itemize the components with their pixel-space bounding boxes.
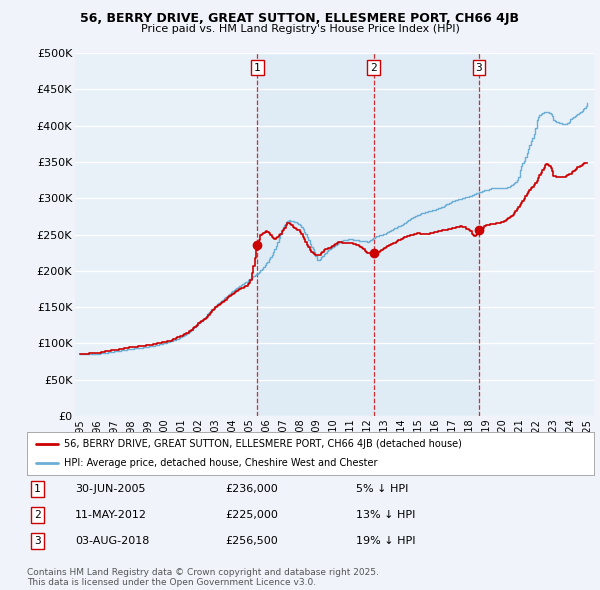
- Text: 5% ↓ HPI: 5% ↓ HPI: [356, 484, 408, 494]
- Text: 03-AUG-2018: 03-AUG-2018: [75, 536, 149, 546]
- Text: 2: 2: [34, 510, 41, 520]
- Text: Price paid vs. HM Land Registry's House Price Index (HPI): Price paid vs. HM Land Registry's House …: [140, 24, 460, 34]
- Text: £225,000: £225,000: [226, 510, 278, 520]
- Text: £236,000: £236,000: [226, 484, 278, 494]
- Text: 13% ↓ HPI: 13% ↓ HPI: [356, 510, 415, 520]
- Text: HPI: Average price, detached house, Cheshire West and Chester: HPI: Average price, detached house, Ches…: [64, 458, 377, 468]
- Text: 1: 1: [34, 484, 41, 494]
- Text: £256,500: £256,500: [226, 536, 278, 546]
- Text: 56, BERRY DRIVE, GREAT SUTTON, ELLESMERE PORT, CH66 4JB: 56, BERRY DRIVE, GREAT SUTTON, ELLESMERE…: [80, 12, 520, 25]
- Text: 19% ↓ HPI: 19% ↓ HPI: [356, 536, 415, 546]
- Text: 56, BERRY DRIVE, GREAT SUTTON, ELLESMERE PORT, CH66 4JB (detached house): 56, BERRY DRIVE, GREAT SUTTON, ELLESMERE…: [64, 439, 462, 449]
- Text: 1: 1: [254, 63, 261, 73]
- Text: 3: 3: [475, 63, 482, 73]
- Text: 11-MAY-2012: 11-MAY-2012: [75, 510, 147, 520]
- Text: 30-JUN-2005: 30-JUN-2005: [75, 484, 146, 494]
- Text: 2: 2: [370, 63, 377, 73]
- Bar: [257, 53, 479, 416]
- Text: 3: 3: [34, 536, 41, 546]
- Text: Contains HM Land Registry data © Crown copyright and database right 2025.
This d: Contains HM Land Registry data © Crown c…: [27, 568, 379, 587]
